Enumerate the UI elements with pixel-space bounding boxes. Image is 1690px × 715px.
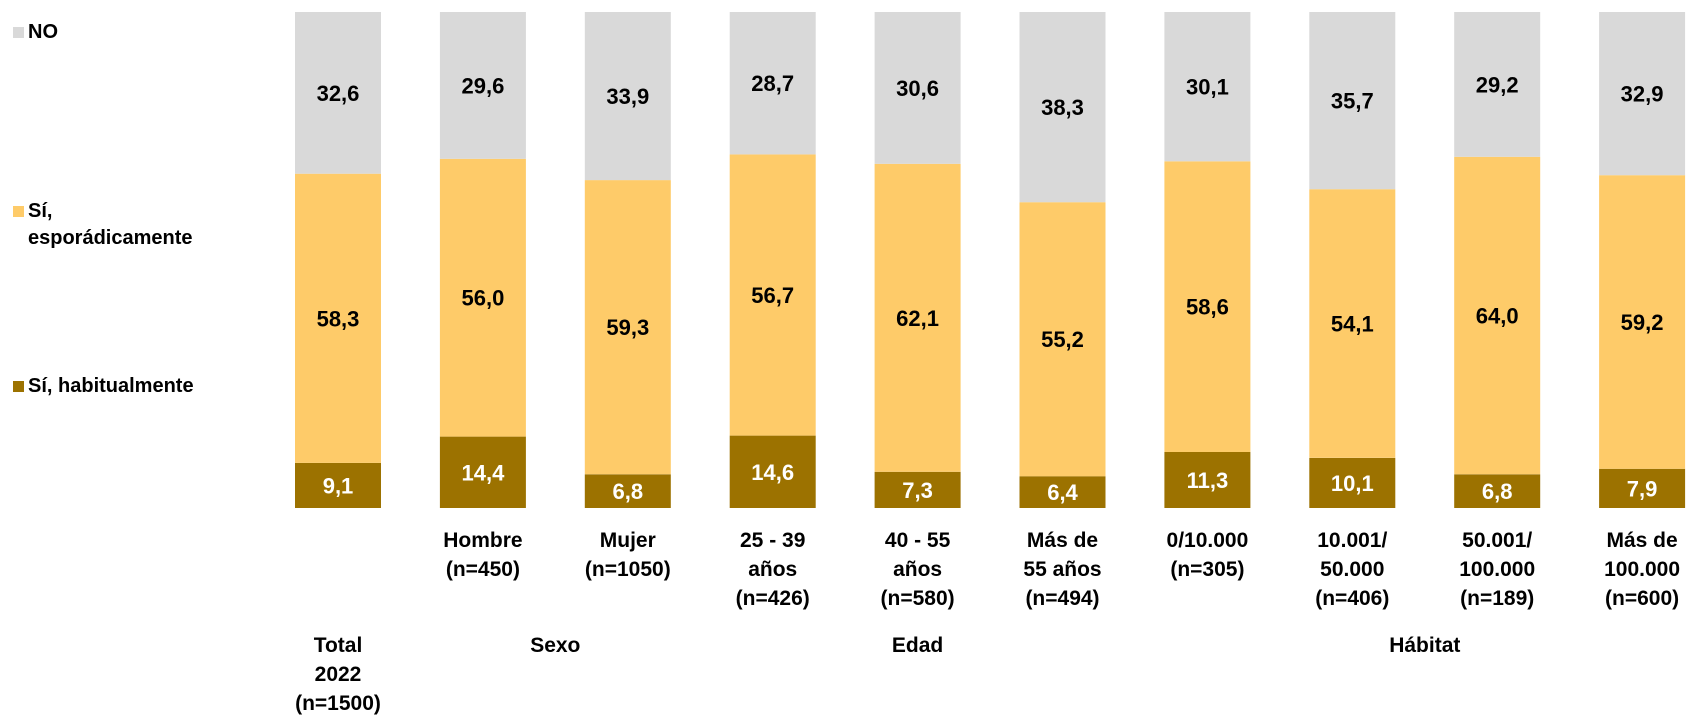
bar-segment (1309, 189, 1396, 458)
data-label: 7,3 (902, 478, 933, 503)
data-label: 29,2 (1476, 72, 1519, 97)
bar-segment (1019, 476, 1106, 508)
data-label: 59,3 (606, 315, 649, 340)
group-label: Sexo (530, 634, 580, 657)
bar-segment (1019, 202, 1106, 477)
data-label: 38,3 (1041, 95, 1084, 120)
bar-segment (874, 163, 961, 472)
bar-segment (874, 12, 961, 164)
bar-segment (1309, 12, 1396, 190)
data-label: 64,0 (1476, 304, 1519, 329)
bar-segment (729, 435, 816, 508)
data-label: 56,0 (461, 286, 504, 311)
data-label: 30,6 (896, 76, 939, 101)
data-label: 11,3 (1187, 468, 1229, 493)
data-label: 9,1 (323, 473, 354, 498)
category-label: Más de 55 años (n=494) (1023, 529, 1101, 610)
data-label: 56,7 (751, 283, 794, 308)
data-label: 55,2 (1041, 327, 1084, 352)
data-label: 58,6 (1186, 295, 1229, 320)
legend-swatch (13, 206, 24, 217)
data-label: 28,7 (751, 71, 794, 96)
data-label: 10,1 (1331, 471, 1374, 496)
bar-segment (1164, 161, 1251, 453)
legend-label: Sí, habitualmente (28, 375, 194, 397)
category-label: 10.001/50.000 (n=406) (1315, 529, 1389, 610)
data-label: 29,6 (461, 73, 504, 98)
bar-segment (1309, 457, 1396, 508)
bar-segment (1454, 156, 1541, 475)
group-label: Hábitat (1389, 634, 1460, 657)
bar-segment (584, 180, 671, 475)
category-label: Total 2022 (n=1500) (295, 634, 381, 715)
category-label: 50.001/100.000 (n=189) (1459, 529, 1535, 610)
category-labels: Total 2022 (n=1500) Hombre (n=450) Mujer (n=10… (295, 529, 1680, 715)
legend-swatch (13, 381, 24, 392)
data-label: 32,6 (317, 81, 360, 106)
data-label: 32,9 (1621, 82, 1664, 107)
data-label: 14,4 (461, 460, 505, 485)
data-label: 7,9 (1627, 476, 1658, 501)
bar-segment (1164, 452, 1251, 508)
category-label: 0/10.000 (n=305) (1167, 529, 1249, 581)
bar-segment (439, 158, 526, 437)
data-label: 62,1 (896, 306, 939, 331)
data-label: 6,8 (613, 479, 644, 504)
bar-segment (1599, 468, 1686, 508)
data-label: 59,2 (1621, 310, 1664, 335)
data-label: 6,4 (1047, 480, 1078, 505)
bar-segment (874, 471, 961, 508)
legend-label: Sí, esporádicamente (28, 200, 193, 249)
bar-segment (1454, 474, 1541, 508)
legend-label: NO (28, 21, 58, 43)
legend-swatch (13, 27, 24, 38)
data-label: 54,1 (1331, 312, 1374, 337)
bar-segment (295, 173, 381, 463)
chart-legend: NO Sí, esporádicamente Sí, habitualmente (13, 21, 194, 397)
data-label: 14,6 (751, 460, 794, 485)
bars-layer: 9,1 58,3 32,6 14,4 56,0 29,6 6,8 59,3 33,9 14,6 56… (295, 12, 1686, 508)
bar-segment (439, 436, 526, 508)
bar-segment (295, 462, 381, 508)
bar-segment (1454, 12, 1541, 157)
bar-segment (295, 12, 381, 174)
group-label: Edad (892, 634, 943, 657)
bar-segment (1019, 12, 1106, 203)
category-label: 25 - 39 años (n=426) (736, 529, 810, 610)
bar-segment (729, 154, 816, 436)
bar-segment (1599, 175, 1686, 469)
category-label: 40 - 55 años (n=580) (881, 529, 955, 610)
data-label: 30,1 (1186, 75, 1229, 100)
data-label: 6,8 (1482, 479, 1513, 504)
category-label: Más de 100.000 (n=600) (1604, 529, 1680, 610)
category-label: Mujer (n=1050) (585, 529, 671, 581)
bar-segment (729, 12, 816, 155)
category-label: Hombre (n=450) (443, 529, 522, 581)
bar-segment (584, 474, 671, 508)
data-label: 58,3 (317, 306, 360, 331)
data-label: 33,9 (606, 84, 649, 109)
bar-segment (1164, 12, 1251, 162)
group-labels: Sexo Edad Hábitat (530, 634, 1460, 657)
data-label: 35,7 (1331, 89, 1374, 114)
bar-segment (1599, 12, 1686, 176)
bar-segment (439, 12, 526, 159)
bar-segment (584, 12, 671, 181)
